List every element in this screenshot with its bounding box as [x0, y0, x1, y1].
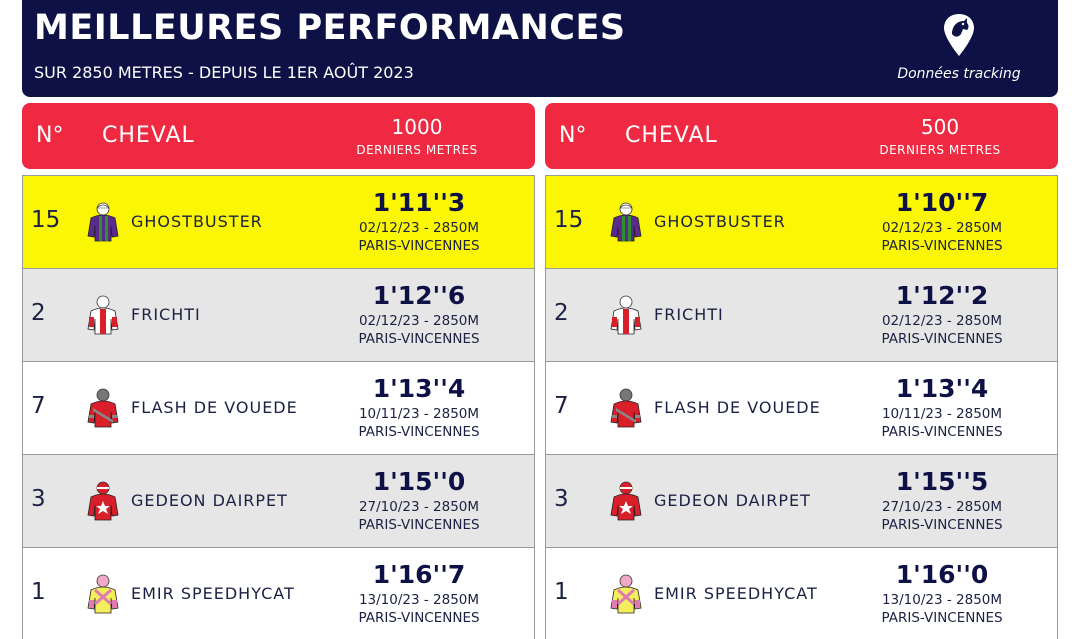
table-row: 7 FLASH DE VOUEDE 1'13''4 10/11/23 - 285…: [22, 361, 535, 454]
jockey-silk-icon: [608, 202, 644, 242]
header-distance-sub: DERNIERS METRES: [879, 143, 1001, 157]
column-header: N° CHEVAL 1000 DERNIERS METRES: [22, 103, 535, 169]
jockey-silk-icon: [85, 481, 121, 521]
horse-name: FRICHTI: [654, 305, 724, 324]
header-distance-sub: DERNIERS METRES: [356, 143, 478, 157]
table-row: 2 FRICHTI 1'12''2 02/12/23 - 2850M PARIS…: [545, 268, 1058, 361]
horse-number: 7: [31, 393, 46, 419]
header-horse: CHEVAL: [102, 123, 195, 148]
best-time: 1'12''2: [895, 281, 989, 310]
page-title: MEILLEURES PERFORMANCES: [34, 8, 626, 48]
column-header: N° CHEVAL 500 DERNIERS METRES: [545, 103, 1058, 169]
horse-number: 15: [31, 207, 61, 233]
table-row: 15 GHOSTBUSTER 1'10''7 02/12/23 - 2850M …: [545, 175, 1058, 268]
race-date: 02/12/23 - 2850M: [881, 220, 1003, 236]
table-row: 3 GEDEON DAIRPET 1'15''5 27/10/23 - 2850…: [545, 454, 1058, 547]
horse-number: 1: [554, 579, 569, 605]
jockey-silk-icon: [608, 388, 644, 428]
horse-number: 1: [31, 579, 46, 605]
race-date: 02/12/23 - 2850M: [358, 220, 480, 236]
table-row: 2 FRICHTI 1'12''6 02/12/23 - 2850M PARIS…: [22, 268, 535, 361]
jockey-silk-icon: [608, 481, 644, 521]
race-venue: PARIS-VINCENNES: [358, 610, 480, 626]
race-venue: PARIS-VINCENNES: [358, 238, 480, 254]
race-venue: PARIS-VINCENNES: [881, 610, 1003, 626]
header-number: N°: [559, 123, 587, 148]
page-subtitle: SUR 2850 METRES - DEPUIS LE 1ER AOÛT 202…: [34, 63, 414, 82]
horse-name: FLASH DE VOUEDE: [131, 398, 298, 417]
race-venue: PARIS-VINCENNES: [358, 331, 480, 347]
horse-name: GEDEON DAIRPET: [131, 491, 288, 510]
horse-number: 2: [31, 300, 46, 326]
horse-head-pin-icon: [944, 14, 974, 56]
jockey-silk-icon: [85, 295, 121, 335]
horse-name: GHOSTBUSTER: [654, 212, 786, 231]
header-horse: CHEVAL: [625, 123, 718, 148]
horse-number: 7: [554, 393, 569, 419]
jockey-silk-icon: [85, 202, 121, 242]
race-date: 02/12/23 - 2850M: [881, 313, 1003, 329]
table-row: 15 GHOSTBUSTER 1'11''3 02/12/23 - 2850M …: [22, 175, 535, 268]
best-time: 1'12''6: [372, 281, 466, 310]
header-distance: 500: [920, 115, 960, 139]
jockey-silk-icon: [85, 574, 121, 614]
table-row: 7 FLASH DE VOUEDE 1'13''4 10/11/23 - 285…: [545, 361, 1058, 454]
horse-name: EMIR SPEEDHYCAT: [654, 584, 818, 603]
race-date: 27/10/23 - 2850M: [881, 499, 1003, 515]
race-date: 13/10/23 - 2850M: [358, 592, 480, 608]
race-venue: PARIS-VINCENNES: [881, 424, 1003, 440]
best-time: 1'16''0: [895, 560, 989, 589]
best-time: 1'13''4: [895, 374, 989, 403]
race-date: 02/12/23 - 2850M: [358, 313, 480, 329]
table-1000m: N° CHEVAL 1000 DERNIERS METRES 15 GHOSTB…: [22, 103, 535, 639]
race-venue: PARIS-VINCENNES: [881, 517, 1003, 533]
header-distance: 1000: [391, 115, 443, 139]
horse-number: 2: [554, 300, 569, 326]
race-date: 27/10/23 - 2850M: [358, 499, 480, 515]
horse-number: 3: [554, 486, 569, 512]
table-500m: N° CHEVAL 500 DERNIERS METRES 15 GHOSTBU…: [545, 103, 1058, 639]
best-time: 1'15''0: [372, 467, 466, 496]
best-time: 1'10''7: [895, 188, 989, 217]
race-venue: PARIS-VINCENNES: [358, 424, 480, 440]
race-date: 10/11/23 - 2850M: [358, 406, 480, 422]
race-venue: PARIS-VINCENNES: [358, 517, 480, 533]
horse-name: FRICHTI: [131, 305, 201, 324]
horse-name: GHOSTBUSTER: [131, 212, 263, 231]
tracking-label: Données tracking: [897, 66, 1021, 82]
best-time: 1'15''5: [895, 467, 989, 496]
horse-name: EMIR SPEEDHYCAT: [131, 584, 295, 603]
best-time: 1'13''4: [372, 374, 466, 403]
horse-number: 15: [554, 207, 584, 233]
jockey-silk-icon: [608, 574, 644, 614]
table-row: 3 GEDEON DAIRPET 1'15''0 27/10/23 - 2850…: [22, 454, 535, 547]
best-time: 1'11''3: [372, 188, 466, 217]
jockey-silk-icon: [608, 295, 644, 335]
header-banner: MEILLEURES PERFORMANCES SUR 2850 METRES …: [22, 0, 1058, 97]
race-venue: PARIS-VINCENNES: [881, 238, 1003, 254]
race-date: 10/11/23 - 2850M: [881, 406, 1003, 422]
horse-name: GEDEON DAIRPET: [654, 491, 811, 510]
race-date: 13/10/23 - 2850M: [881, 592, 1003, 608]
table-row: 1 EMIR SPEEDHYCAT 1'16''7 13/10/23 - 285…: [22, 547, 535, 639]
horse-number: 3: [31, 486, 46, 512]
header-number: N°: [36, 123, 64, 148]
race-venue: PARIS-VINCENNES: [881, 331, 1003, 347]
table-row: 1 EMIR SPEEDHYCAT 1'16''0 13/10/23 - 285…: [545, 547, 1058, 639]
best-time: 1'16''7: [372, 560, 466, 589]
horse-name: FLASH DE VOUEDE: [654, 398, 821, 417]
jockey-silk-icon: [85, 388, 121, 428]
